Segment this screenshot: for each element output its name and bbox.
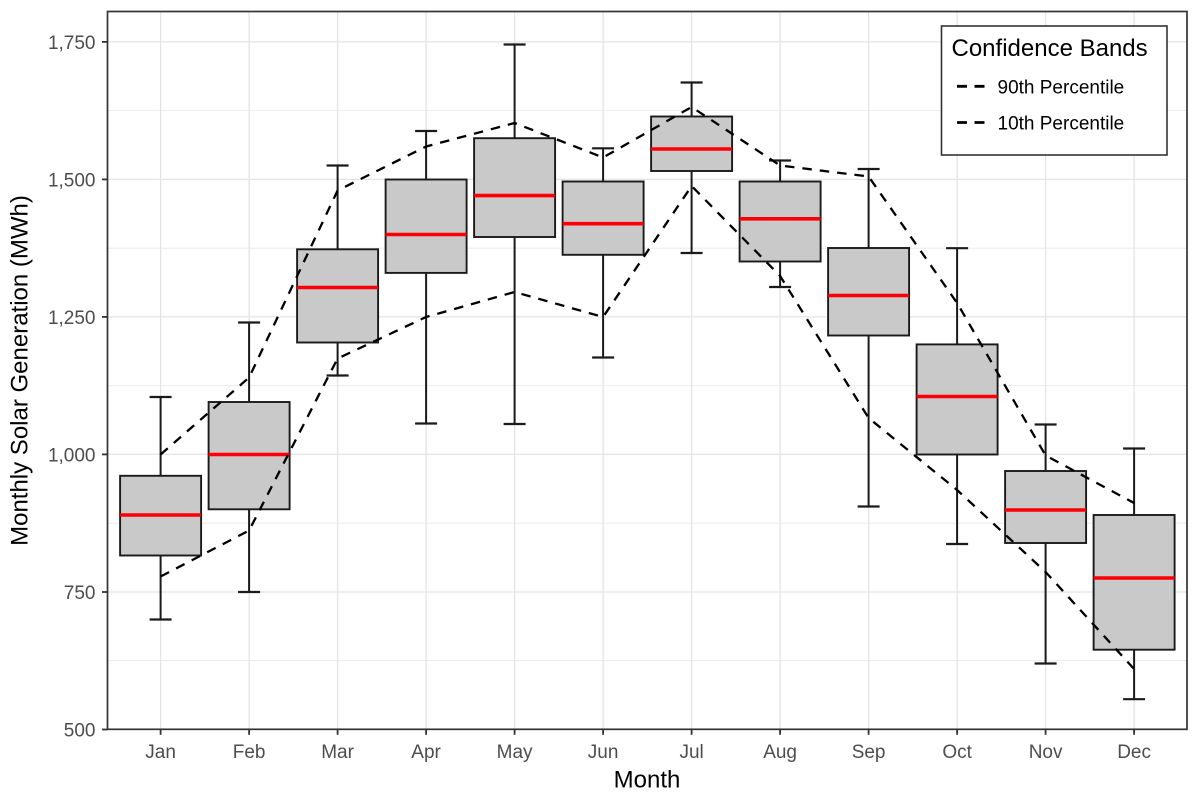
svg-text:1,500: 1,500	[48, 170, 96, 191]
svg-text:500: 500	[64, 720, 96, 741]
svg-text:90th Percentile: 90th Percentile	[998, 77, 1125, 98]
svg-text:Feb: Feb	[233, 742, 266, 763]
svg-text:Jun: Jun	[588, 742, 619, 763]
svg-text:Jul: Jul	[679, 742, 703, 763]
svg-text:750: 750	[64, 583, 96, 604]
svg-text:Sep: Sep	[852, 742, 886, 763]
svg-text:Mar: Mar	[321, 742, 354, 763]
svg-text:Dec: Dec	[1117, 742, 1151, 763]
svg-text:1,750: 1,750	[48, 33, 96, 54]
svg-text:Jan: Jan	[145, 742, 176, 763]
svg-text:Oct: Oct	[942, 742, 972, 763]
svg-text:Aug: Aug	[763, 742, 797, 763]
svg-text:10th Percentile: 10th Percentile	[998, 114, 1125, 135]
svg-text:Month: Month	[614, 767, 681, 794]
svg-text:1,250: 1,250	[48, 308, 96, 329]
svg-text:Confidence Bands: Confidence Bands	[952, 35, 1148, 62]
svg-text:Apr: Apr	[411, 742, 441, 763]
svg-text:Nov: Nov	[1029, 742, 1063, 763]
svg-text:May: May	[497, 742, 533, 763]
svg-text:Monthly Solar Generation (MWh): Monthly Solar Generation (MWh)	[7, 195, 34, 546]
svg-text:1,000: 1,000	[48, 445, 96, 466]
